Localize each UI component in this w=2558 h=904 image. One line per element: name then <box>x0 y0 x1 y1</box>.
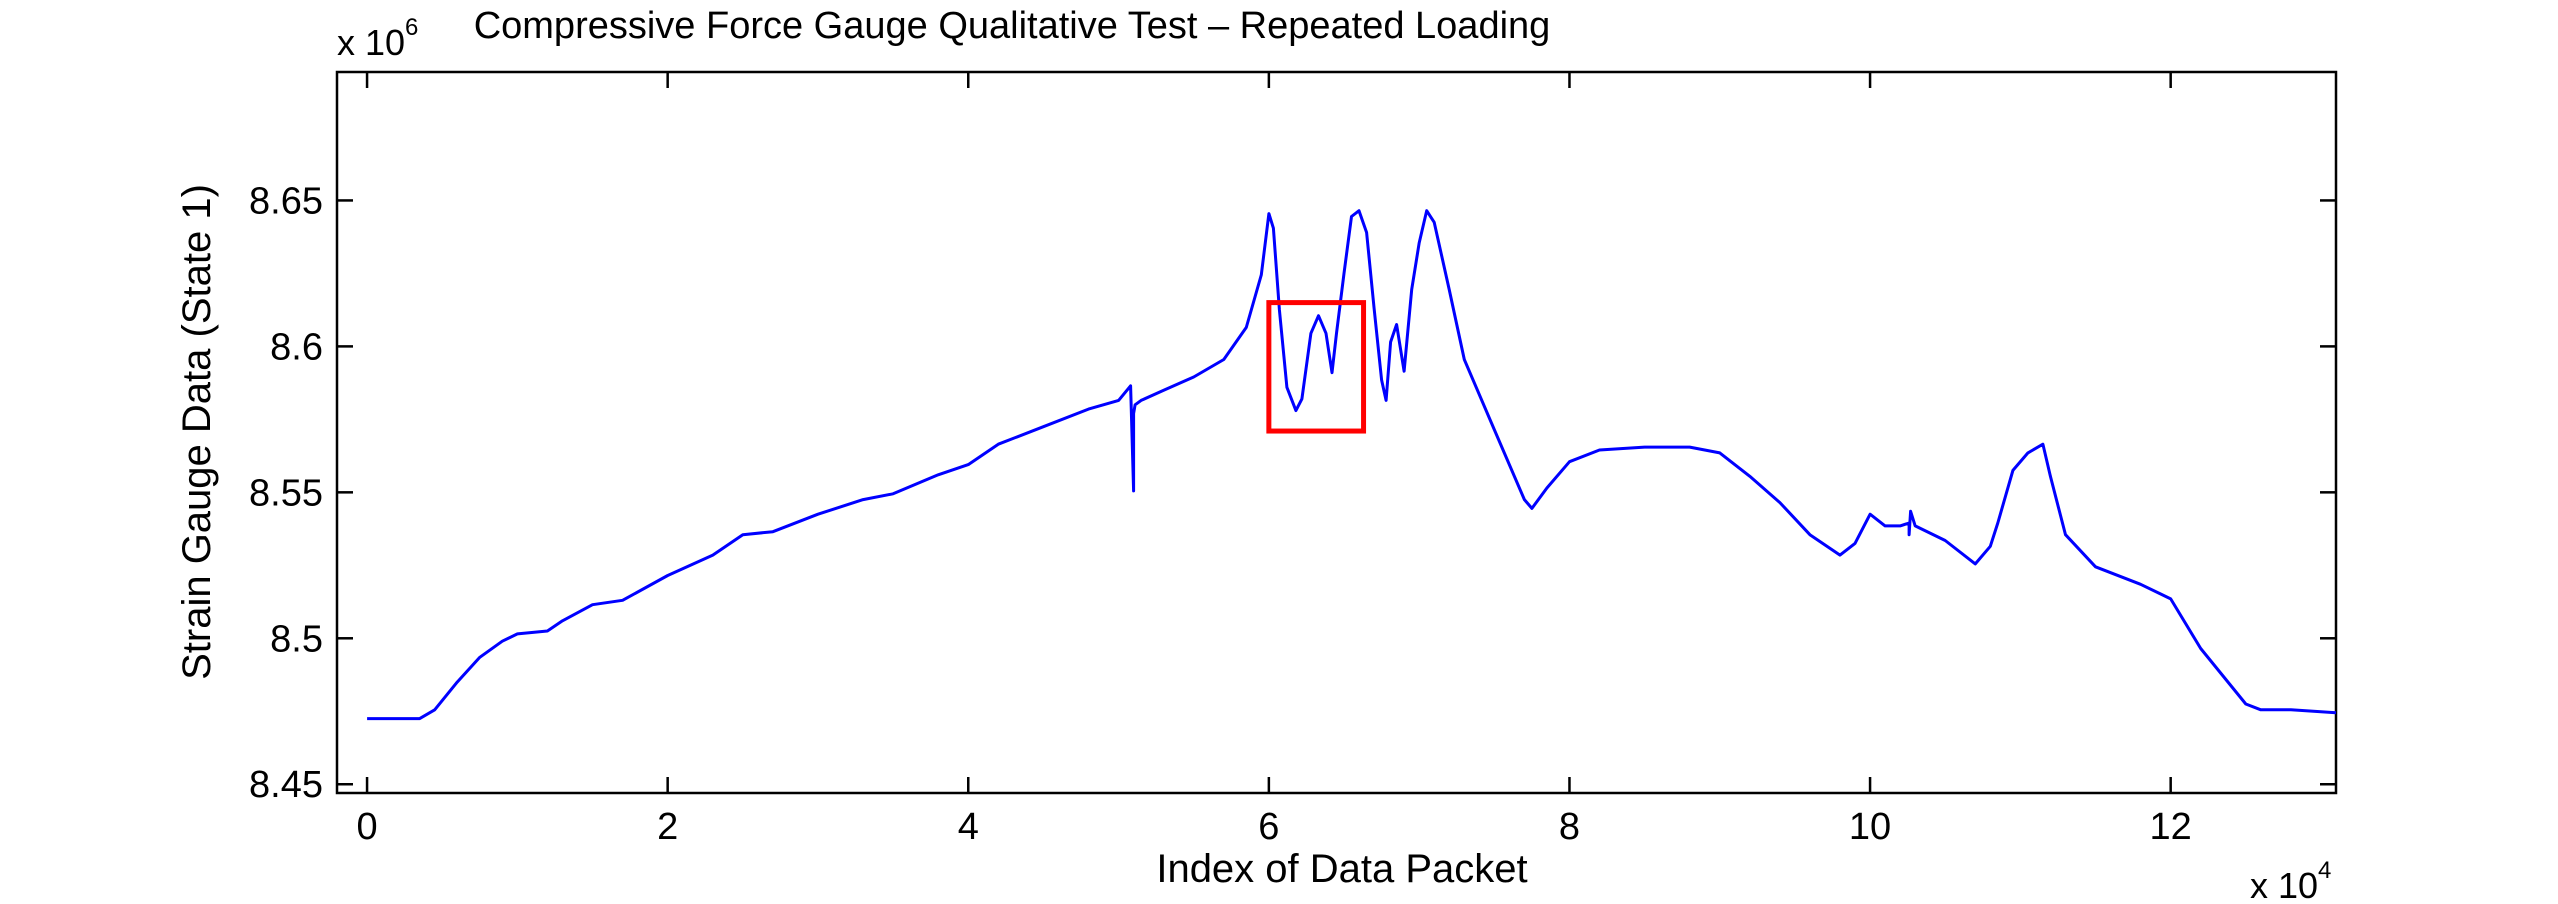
y-multiplier-exponent: 6 <box>405 14 418 41</box>
y-tick-label: 8.6 <box>270 326 323 368</box>
series-layer <box>367 209 2337 721</box>
x-tick-label: 8 <box>1559 806 1580 848</box>
x-ticks: 0 2 4 6 8 10 12 <box>356 72 2192 848</box>
y-tick-label: 8.5 <box>270 618 323 660</box>
x-multiplier-exponent: 4 <box>2318 857 2331 884</box>
y-tick-label: 8.65 <box>249 180 323 222</box>
x-tick-label: 6 <box>1258 806 1279 848</box>
series-line <box>367 209 2337 721</box>
axes-box <box>335 70 2338 795</box>
x-axis-multiplier: x 104 <box>2250 857 2331 904</box>
x-axis-label: Index of Data Packet <box>1156 847 1527 891</box>
x-tick-label: 4 <box>958 806 979 848</box>
x-tick-label: 0 <box>356 806 377 848</box>
y-ticks: 8.45 8.5 8.55 8.6 8.65 <box>249 180 2336 806</box>
annotation-layer <box>1266 300 1367 434</box>
y-axis-multiplier: x 106 <box>337 14 418 63</box>
x-tick-label: 2 <box>657 806 678 848</box>
x-multiplier-base: x 10 <box>2250 865 2318 904</box>
y-axis-label: Strain Gauge Data (State 1) <box>175 184 219 680</box>
highlight-box <box>1266 300 1367 434</box>
y-tick-label: 8.45 <box>249 764 323 806</box>
y-multiplier-base: x 10 <box>337 22 405 63</box>
chart-title: Compressive Force Gauge Qualitative Test… <box>474 5 1551 47</box>
x-tick-label: 12 <box>2150 806 2192 848</box>
x-tick-label: 10 <box>1849 806 1891 848</box>
y-tick-label: 8.55 <box>249 472 323 514</box>
plot-area: 0 2 4 6 8 10 12 8.45 8.5 8.55 8.6 8.65 <box>249 70 2338 848</box>
